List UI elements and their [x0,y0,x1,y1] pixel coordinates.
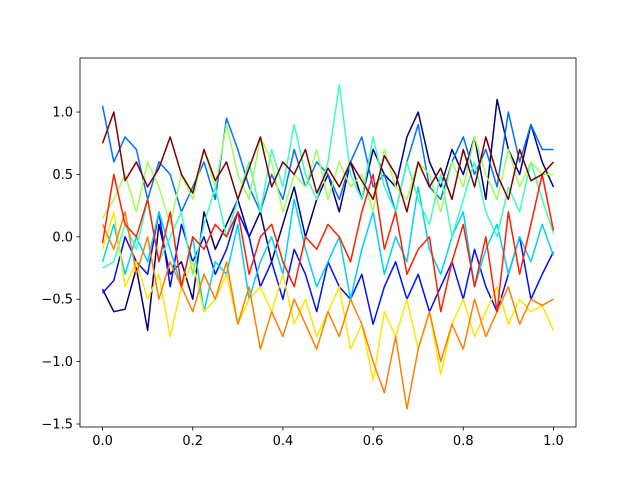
axes-frame [79,57,577,428]
series-line [101,211,554,410]
y-tick-label: −1.5 [41,418,73,433]
x-tick-label: 0.0 [92,434,113,449]
x-tick-label: 0.8 [453,434,474,449]
y-tick-label: 0.5 [52,168,73,183]
x-tick-label: 0.2 [182,434,203,449]
y-tick-label: −1.0 [41,355,73,370]
y-tick-label: 0.0 [52,230,73,245]
x-tick-label: 0.6 [363,434,384,449]
x-tick-label: 0.4 [273,434,294,449]
series-line [101,105,554,213]
series-line [101,123,554,226]
series-line [101,111,555,213]
x-tick-label: 1.0 [543,434,564,449]
series-line [101,186,555,313]
series-line [101,173,555,313]
y-tick-label: −0.5 [41,293,73,308]
series-line [102,83,555,276]
y-tick-label: 1.0 [52,106,73,121]
